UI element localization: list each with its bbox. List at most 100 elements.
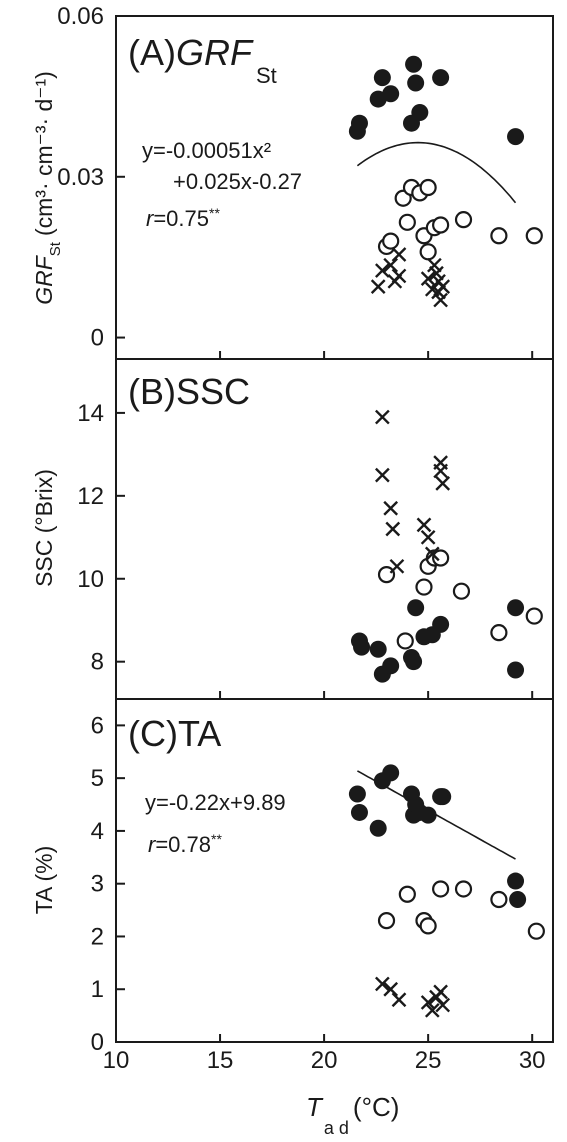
panel-c: 0 1 2 3 4 5 6 (C)TA y=-0.22x+9.89 r=0.78** TA … (31, 712, 545, 1056)
panel-a-ylabel: GRFSt (cm³· cm⁻³· d⁻¹) (31, 71, 64, 305)
panel-c-ytick-label: 6 (91, 712, 104, 739)
filled-circle-point (432, 615, 450, 633)
x-tick-label: 10 (103, 1047, 130, 1074)
filled-circle-point (350, 114, 368, 132)
panel-b-ticks: 8 10 12 14 (77, 400, 534, 699)
cross-point (391, 268, 407, 284)
open-circle-point (396, 632, 414, 650)
panel-c-r-sig: ** (211, 831, 222, 847)
filled-circle-point (507, 872, 525, 890)
open-circle-point (527, 922, 545, 940)
cross-point (370, 279, 386, 294)
open-circle-point (454, 880, 473, 898)
panel-c-ytick-label: 2 (91, 923, 104, 950)
filled-circle-point (369, 640, 387, 658)
panel-a: 00.030.06 (A)GRFSt y=-0.00051x² +0.025x-… (31, 3, 543, 359)
panel-b-ytick-label: 8 (91, 649, 104, 676)
panel-b-label: (B)SSC (128, 371, 250, 412)
panel-a-label-prefix: (A) (128, 32, 176, 73)
panel-a-fit (356, 141, 517, 204)
panel-a-ytick-label: 0.03 (57, 164, 104, 191)
panel-a-label: (A)GRFSt (128, 32, 277, 88)
panel-c-ytick-label: 3 (91, 871, 104, 898)
x-axis-label-main: T (306, 1092, 324, 1122)
x-axis-label-unit: (°C) (353, 1092, 400, 1122)
open-circle-point (415, 578, 433, 596)
panel-c-ytick-label: 0 (91, 1029, 104, 1056)
filled-circle-point (405, 653, 423, 671)
cross-point (375, 263, 390, 278)
x-tick-label: 15 (207, 1047, 234, 1074)
filled-circle-point (507, 128, 525, 146)
panel-a-points (348, 55, 543, 308)
filled-circle-point (348, 785, 366, 803)
panel-b-points (350, 409, 543, 683)
cross-point (433, 292, 448, 308)
open-circle-point (382, 232, 400, 250)
panel-b-ytick-label: 12 (77, 483, 104, 510)
panel-c-label-main: TA (178, 713, 221, 754)
panel-a-ylabel-main: GRF (31, 254, 57, 305)
open-circle-point (419, 178, 437, 197)
cross-point (385, 521, 401, 537)
filled-circle-point (509, 891, 527, 909)
panel-a-equation-line1: y=-0.00051x² (142, 138, 271, 163)
open-circle-point (419, 243, 437, 261)
panel-c-ticks: 0 1 2 3 4 5 6 (91, 712, 534, 1056)
panel-c-ytick-label: 4 (91, 818, 104, 845)
filled-circle-point (407, 599, 425, 617)
panel-c-equation: y=-0.22x+9.89 (145, 790, 286, 815)
cross-point (420, 271, 436, 286)
filled-circle-point (382, 764, 400, 782)
open-circle-point (490, 624, 508, 642)
cross-point (433, 984, 448, 1000)
open-circle-point (490, 890, 508, 909)
filled-circle-point (507, 661, 525, 679)
open-circle-point (432, 549, 450, 567)
cross-point (383, 981, 399, 997)
cross-point (424, 546, 440, 562)
filled-circle-point (407, 74, 425, 92)
open-circle-point (525, 227, 543, 245)
panel-a-ytick-label: 0.06 (57, 3, 104, 30)
x-tick-label: 30 (519, 1047, 546, 1074)
cross-point (435, 997, 451, 1013)
panel-c-points (348, 764, 545, 1018)
panel-a-r-prefix: r (146, 206, 155, 231)
x-tick-label: 20 (311, 1047, 338, 1074)
cross-point (435, 476, 451, 491)
cross-point (375, 467, 390, 483)
cross-point (433, 463, 448, 479)
panel-b-ytick-label: 10 (77, 566, 104, 593)
panel-c-r: r=0.78** (148, 831, 222, 857)
open-circle-point (432, 216, 450, 234)
x-axis-label-sub: a d (324, 1118, 349, 1138)
cross-point (420, 529, 436, 545)
panel-c-r-value: =0.78 (155, 832, 211, 857)
x-tick-label: 25 (415, 1047, 442, 1074)
panel-c-label-prefix: (C) (128, 713, 178, 754)
filled-circle-point (432, 69, 450, 87)
panel-a-ylabel-unit: (cm³· cm⁻³· d⁻¹) (31, 71, 57, 236)
open-circle-point (398, 213, 416, 231)
panel-c-ytick-label: 5 (91, 765, 104, 792)
filled-circle-point (507, 599, 525, 617)
cross-point (391, 247, 407, 262)
filled-circle-point (405, 55, 423, 73)
cross-point (389, 558, 405, 574)
cross-point (424, 1002, 440, 1018)
panel-b: 8 10 12 14 (B)SSC SSC (°Brix) (31, 371, 543, 699)
cross-point (391, 992, 407, 1008)
panel-b-ylabel: SSC (°Brix) (31, 469, 57, 587)
panel-a-equation-line2: +0.025x-0.27 (173, 169, 302, 194)
filled-circle-point (434, 788, 452, 806)
open-circle-point (490, 227, 508, 245)
cross-point (416, 517, 432, 533)
panel-a-r-sig: ** (209, 205, 220, 221)
cross-point (375, 409, 390, 425)
filled-circle-point (419, 806, 437, 824)
open-circle-point (377, 912, 396, 930)
cross-point (375, 976, 390, 992)
open-circle-point (419, 917, 437, 935)
